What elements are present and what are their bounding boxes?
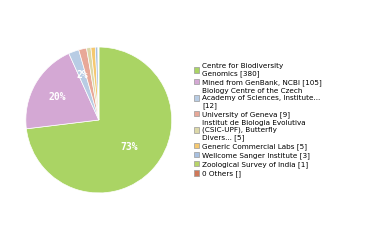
Wedge shape <box>69 50 99 120</box>
Wedge shape <box>87 48 99 120</box>
Wedge shape <box>98 47 99 120</box>
Text: 20%: 20% <box>49 92 66 102</box>
Text: 2%: 2% <box>77 71 89 80</box>
Text: 73%: 73% <box>120 142 138 152</box>
Wedge shape <box>26 47 172 193</box>
Wedge shape <box>26 54 99 129</box>
Wedge shape <box>91 47 99 120</box>
Legend: Centre for Biodiversity
Genomics [380], Mined from GenBank, NCBI [105], Biology : Centre for Biodiversity Genomics [380], … <box>194 63 322 177</box>
Wedge shape <box>79 48 99 120</box>
Wedge shape <box>95 47 99 120</box>
